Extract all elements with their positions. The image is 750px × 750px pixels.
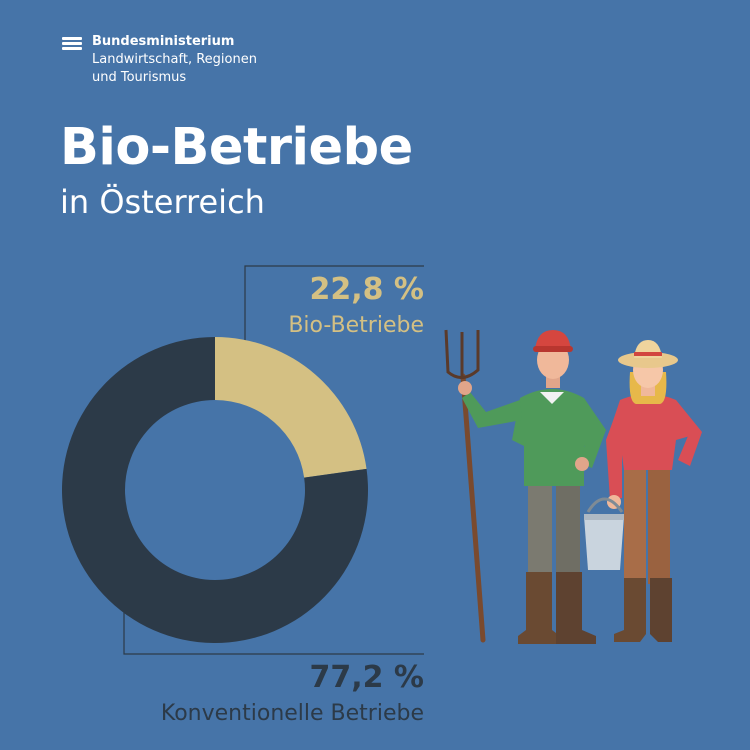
donut-slice-bio — [215, 337, 367, 478]
bio-slice-label: Bio-Betriebe — [288, 313, 424, 338]
page-title: Bio-Betriebe — [60, 118, 413, 177]
ministry-name-line-3: und Tourismus — [92, 70, 187, 85]
farmer-with-pitchfork-icon — [444, 329, 606, 644]
farmer-with-bucket-icon — [584, 340, 702, 642]
donut-slice-conventional — [62, 337, 369, 644]
bio-percentage-label: 22,8 % — [309, 272, 424, 307]
conventional-percentage-label: 77,2 % — [309, 660, 424, 695]
ministry-name-line-2: Landwirtschaft, Regionen — [92, 52, 257, 67]
austria-flag-icon — [62, 37, 82, 50]
bio-leader-line — [244, 265, 424, 342]
ministry-name-line-1: Bundesministerium — [92, 34, 235, 49]
donut-slices — [62, 337, 369, 644]
page-subtitle: in Österreich — [60, 183, 265, 221]
conventional-slice-label: Konventionelle Betriebe — [160, 701, 424, 726]
